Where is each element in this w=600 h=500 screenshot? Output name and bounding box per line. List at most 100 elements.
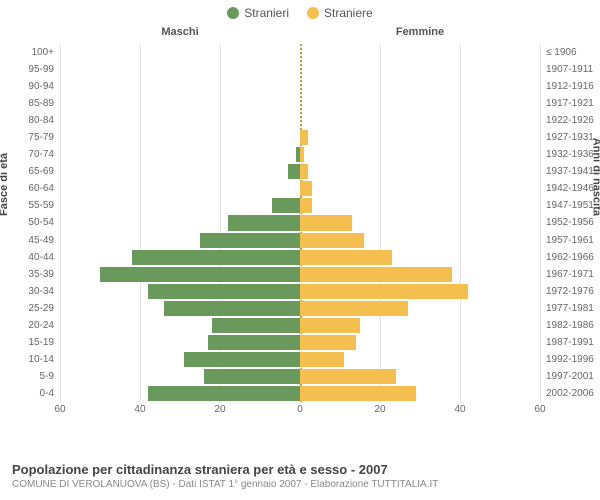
legend: Stranieri Straniere [0,0,600,20]
y-axis-left-labels: 100+95-9990-9485-8980-8475-7970-7465-696… [0,44,58,420]
age-label: 75-79 [0,129,58,146]
bar-row [60,163,540,180]
birth-label: 1967-1971 [542,266,600,283]
birth-label: 1932-1936 [542,146,600,163]
grid-line [540,44,541,402]
bar-female [300,250,392,265]
birth-label: 1987-1991 [542,334,600,351]
birth-label: 1972-1976 [542,283,600,300]
column-headers: Maschi Femmine [60,26,540,38]
bar-male [288,164,300,179]
birth-label: 1917-1921 [542,95,600,112]
legend-label-female: Straniere [324,6,373,20]
x-axis: 6040200204060 [60,402,540,420]
bar-row [60,283,540,300]
age-label: 100+ [0,44,58,61]
bar-female [300,284,468,299]
bar-male [148,284,300,299]
birth-label: 1957-1961 [542,232,600,249]
age-label: 25-29 [0,300,58,317]
bar-female [300,215,352,230]
swatch-female [307,7,319,19]
bar-female [300,369,396,384]
bar-row [60,351,540,368]
bar-row [60,317,540,334]
birth-label: 1907-1911 [542,61,600,78]
birth-label: 1997-2001 [542,368,600,385]
age-label: 50-54 [0,214,58,231]
chart-title: Popolazione per cittadinanza straniera p… [12,462,588,477]
bar-row [60,334,540,351]
birth-label: 1937-1941 [542,163,600,180]
birth-label: 1942-1946 [542,180,600,197]
age-label: 90-94 [0,78,58,95]
age-label: 80-84 [0,112,58,129]
bar-male [100,267,300,282]
bar-female [300,386,416,401]
bar-row [60,214,540,231]
bar-row [60,232,540,249]
x-tick-label: 60 [534,404,545,415]
age-label: 5-9 [0,368,58,385]
birth-label: ≤ 1906 [542,44,600,61]
legend-item-male: Stranieri [227,6,289,20]
bar-row [60,300,540,317]
age-label: 30-34 [0,283,58,300]
bar-male [184,352,300,367]
bar-row [60,129,540,146]
bar-row [60,146,540,163]
bar-female [300,164,308,179]
age-label: 45-49 [0,232,58,249]
bar-row [60,249,540,266]
bar-row [60,266,540,283]
bar-male [212,318,300,333]
bar-female [300,267,452,282]
age-label: 55-59 [0,197,58,214]
bar-male [164,301,300,316]
birth-label: 1922-1926 [542,112,600,129]
bar-female [300,130,308,145]
bar-female [300,147,304,162]
bar-row [60,44,540,61]
x-tick-label: 40 [134,404,145,415]
bar-rows [60,44,540,402]
bar-female [300,198,312,213]
bar-female [300,301,408,316]
bar-male [132,250,300,265]
bar-row [60,95,540,112]
bar-male [228,215,300,230]
bar-row [60,61,540,78]
bar-male [200,233,300,248]
bar-row [60,197,540,214]
birth-label: 2002-2006 [542,385,600,402]
bar-male [204,369,300,384]
bar-row [60,368,540,385]
legend-label-male: Stranieri [244,6,289,20]
birth-label: 1952-1956 [542,214,600,231]
birth-label: 1912-1916 [542,78,600,95]
footer: Popolazione per cittadinanza straniera p… [12,462,588,490]
age-label: 35-39 [0,266,58,283]
x-tick-label: 0 [297,404,303,415]
age-label: 0-4 [0,385,58,402]
bar-male [148,386,300,401]
age-label: 15-19 [0,334,58,351]
column-header-left: Maschi [60,26,300,38]
age-label: 20-24 [0,317,58,334]
x-tick-label: 40 [454,404,465,415]
bar-row [60,78,540,95]
age-label: 85-89 [0,95,58,112]
birth-label: 1962-1966 [542,249,600,266]
x-tick-label: 20 [374,404,385,415]
chart-subtitle: COMUNE DI VEROLANUOVA (BS) - Dati ISTAT … [12,479,588,490]
birth-label: 1992-1996 [542,351,600,368]
bar-row [60,180,540,197]
pyramid-chart: 6040200204060 [60,44,540,420]
age-label: 60-64 [0,180,58,197]
x-tick-label: 60 [54,404,65,415]
bar-row [60,385,540,402]
age-label: 95-99 [0,61,58,78]
age-label: 70-74 [0,146,58,163]
y-axis-right-labels: ≤ 19061907-19111912-19161917-19211922-19… [542,44,600,420]
bar-female [300,352,344,367]
